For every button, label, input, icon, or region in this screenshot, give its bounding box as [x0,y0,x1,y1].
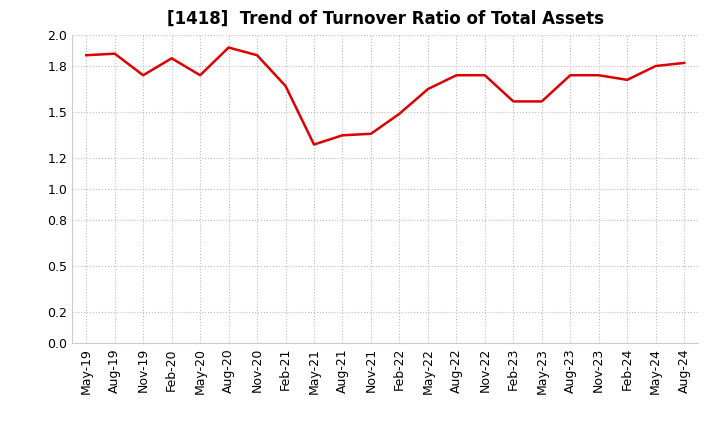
Title: [1418]  Trend of Turnover Ratio of Total Assets: [1418] Trend of Turnover Ratio of Total … [167,10,603,28]
